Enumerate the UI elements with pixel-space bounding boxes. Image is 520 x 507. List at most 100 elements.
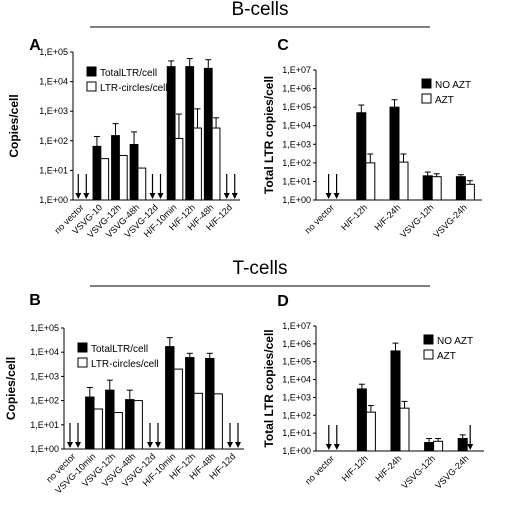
bar-no-azt-h-f-24h [390, 350, 401, 452]
bar-totalltr-cell-h-f-48h [205, 357, 215, 450]
bar-no-azt-h-f-24h [389, 106, 400, 201]
legend-label-ltr-circles-cell: LTR-circles/cell [91, 359, 159, 370]
bar-ltr-circles-cell-h-f-12h [193, 127, 202, 201]
chart-panel-b: B Copies/cell 1,E+00 1,E+01 1,E+02 1,E+03 1,E+… [4, 292, 244, 496]
bar-totalltr-cell-h-f-12h [185, 357, 195, 450]
bar-azt-vsvg-24h [464, 183, 475, 201]
undetectable-arrow-no-vector [83, 174, 90, 199]
legend-label-azt: AZT [435, 95, 454, 106]
chart-panel-d: D Total LTR copies/cell 1,E+00 1,E+01 1,E+02… [262, 293, 484, 491]
panel-label: D [277, 293, 289, 310]
bar-totalltr-cell-vsvg-48h [125, 399, 135, 450]
legend: TotalLTR/cell LTR-circles/cell [77, 342, 159, 370]
bar-no-azt-vsvg-12h [422, 175, 433, 201]
y-tick-label: 1,E+01 [282, 176, 311, 186]
x-tick-label-vsvg-12h: VSVG-12h [398, 202, 435, 239]
y-tick-label: 1,E+02 [39, 136, 68, 146]
bar-ltr-circles-cell-h-f-10min [174, 137, 184, 201]
y-tick-label: 1,E+01 [39, 165, 68, 175]
chart-panel-a: A Copies/cell 1,E+00 1,E+01 1,E+02 1,E+03 1,E+… [7, 37, 240, 240]
bar-no-azt-h-f-12h [356, 112, 367, 201]
legend-swatch-no-azt [421, 78, 432, 89]
bar-azt-h-f-24h [398, 161, 409, 201]
x-tick-label-h-f-24h: H/F-24h [372, 202, 402, 232]
undetectable-arrow-vsvg-12d [157, 174, 164, 199]
y-tick-label: 1,E+00 [30, 444, 59, 454]
x-tick-label-h-f-12h: H/F-12h [339, 202, 369, 232]
y-tick-label: 1,E+04 [282, 375, 311, 385]
legend: NO AZT AZT [423, 334, 473, 362]
undetectable-arrow-no-vector [75, 174, 82, 199]
undetectable-arrow-h-f-12d [235, 423, 241, 448]
y-tick-label: 1,E+01 [282, 428, 311, 438]
undetectable-arrow-h-f-12d [227, 423, 233, 448]
undetectable-arrow-vsvg-24h [467, 425, 474, 450]
legend-swatch-ltr-circles-cell [77, 357, 88, 368]
legend-swatch-totalltr-cell [86, 66, 97, 77]
x-tick-label-vsvg-12h: VSVG-12h [400, 453, 437, 490]
legend: TotalLTR/cell LTR-circles/cell [86, 66, 168, 94]
bar-totalltr-cell-vsvg-10min [85, 396, 95, 450]
y-tick-label: 1,E+02 [282, 410, 311, 420]
panel-label: C [277, 37, 289, 54]
y-tick-label: 1,E+03 [39, 106, 68, 116]
section-title-b-cells: B-cells [231, 0, 288, 20]
y-tick-label: 1,E+04 [30, 347, 59, 357]
chart-panel-c: C Total LTR copies/cell 1,E+00 1,E+01 1,E+02… [262, 37, 482, 240]
bar-ltr-circles-cell-h-f-12h [193, 392, 203, 450]
bar-totalltr-cell-h-f-10min [165, 346, 175, 450]
bar-totalltr-cell-vsvg-10 [92, 145, 102, 201]
legend-swatch-no-azt [423, 334, 434, 345]
bar-no-azt-vsvg-24h [455, 176, 466, 201]
bar-ltr-circles-cell-h-f-48h [213, 393, 223, 450]
x-tick-label-vsvg-24h: VSVG-24h [433, 453, 470, 490]
undetectable-arrow-h-f-12d [223, 174, 230, 199]
y-tick-label: 1,E+03 [30, 371, 59, 381]
bar-totalltr-cell-vsvg-48h [129, 143, 139, 201]
legend-swatch-azt [421, 93, 432, 104]
bar-ltr-circles-cell-vsvg-10min [93, 408, 103, 450]
x-tick-label-h-f-12h: H/F-12h [340, 453, 370, 483]
bar-totalltr-cell-h-f-10min [166, 66, 176, 201]
bar-ltr-circles-cell-h-f-10min [173, 368, 183, 450]
bar-ltr-circles-cell-vsvg-12h [113, 412, 123, 450]
bar-no-azt-vsvg-12h [424, 441, 435, 452]
bar-totalltr-cell-h-f-48h [203, 67, 213, 201]
x-tick-label-h-f-24h: H/F-24h [373, 453, 403, 483]
bar-azt-h-f-24h [399, 407, 410, 452]
undetectable-arrow-vsvg-12d [147, 423, 153, 448]
legend-swatch-totalltr-cell [77, 342, 88, 353]
panel-label: B [29, 292, 41, 309]
undetectable-arrow-no-vector [333, 425, 340, 450]
legend-label-totalltr-cell: TotalLTR/cell [91, 344, 148, 355]
y-tick-label: 1,E+07 [282, 321, 311, 331]
legend-label-no-azt: NO AZT [435, 80, 471, 91]
y-tick-label: 1,E+04 [39, 77, 68, 87]
y-tick-label: 1,E+05 [39, 47, 68, 57]
undetectable-arrow-vsvg-12d [149, 174, 156, 199]
bar-ltr-circles-cell-vsvg-48h [133, 400, 143, 450]
y-axis-title: Total LTR copies/cell [262, 329, 276, 447]
undetectable-arrow-no-vector [325, 425, 332, 450]
bar-azt-h-f-12h [365, 162, 376, 201]
y-axis-title: Total LTR copies/cell [262, 76, 276, 194]
y-tick-label: 1,E+06 [282, 339, 311, 349]
undetectable-arrow-no-vector [75, 423, 81, 448]
bar-ltr-circles-cell-h-f-48h [211, 127, 221, 201]
legend-label-no-azt: NO AZT [437, 336, 473, 347]
x-tick-label-no-vector: no vector [303, 202, 336, 235]
undetectable-arrow-no-vector [325, 174, 332, 199]
x-tick-label-vsvg-24h: VSVG-24h [431, 202, 468, 239]
bar-no-azt-vsvg-24h [457, 438, 468, 452]
legend-label-azt: AZT [437, 351, 456, 362]
y-axis-title: Copies/cell [7, 94, 21, 157]
legend-label-ltr-circles-cell: LTR-circles/cell [100, 83, 168, 94]
y-tick-label: 1,E+07 [282, 65, 311, 75]
legend-label-totalltr-cell: TotalLTR/cell [100, 68, 157, 79]
x-tick-label-no-vector: no vector [303, 453, 336, 486]
y-tick-label: 1,E+05 [282, 102, 311, 112]
y-tick-label: 1,E+02 [30, 396, 59, 406]
y-tick-label: 1,E+02 [282, 158, 311, 168]
y-tick-label: 1,E+04 [282, 121, 311, 131]
y-tick-label: 1,E+05 [282, 357, 311, 367]
